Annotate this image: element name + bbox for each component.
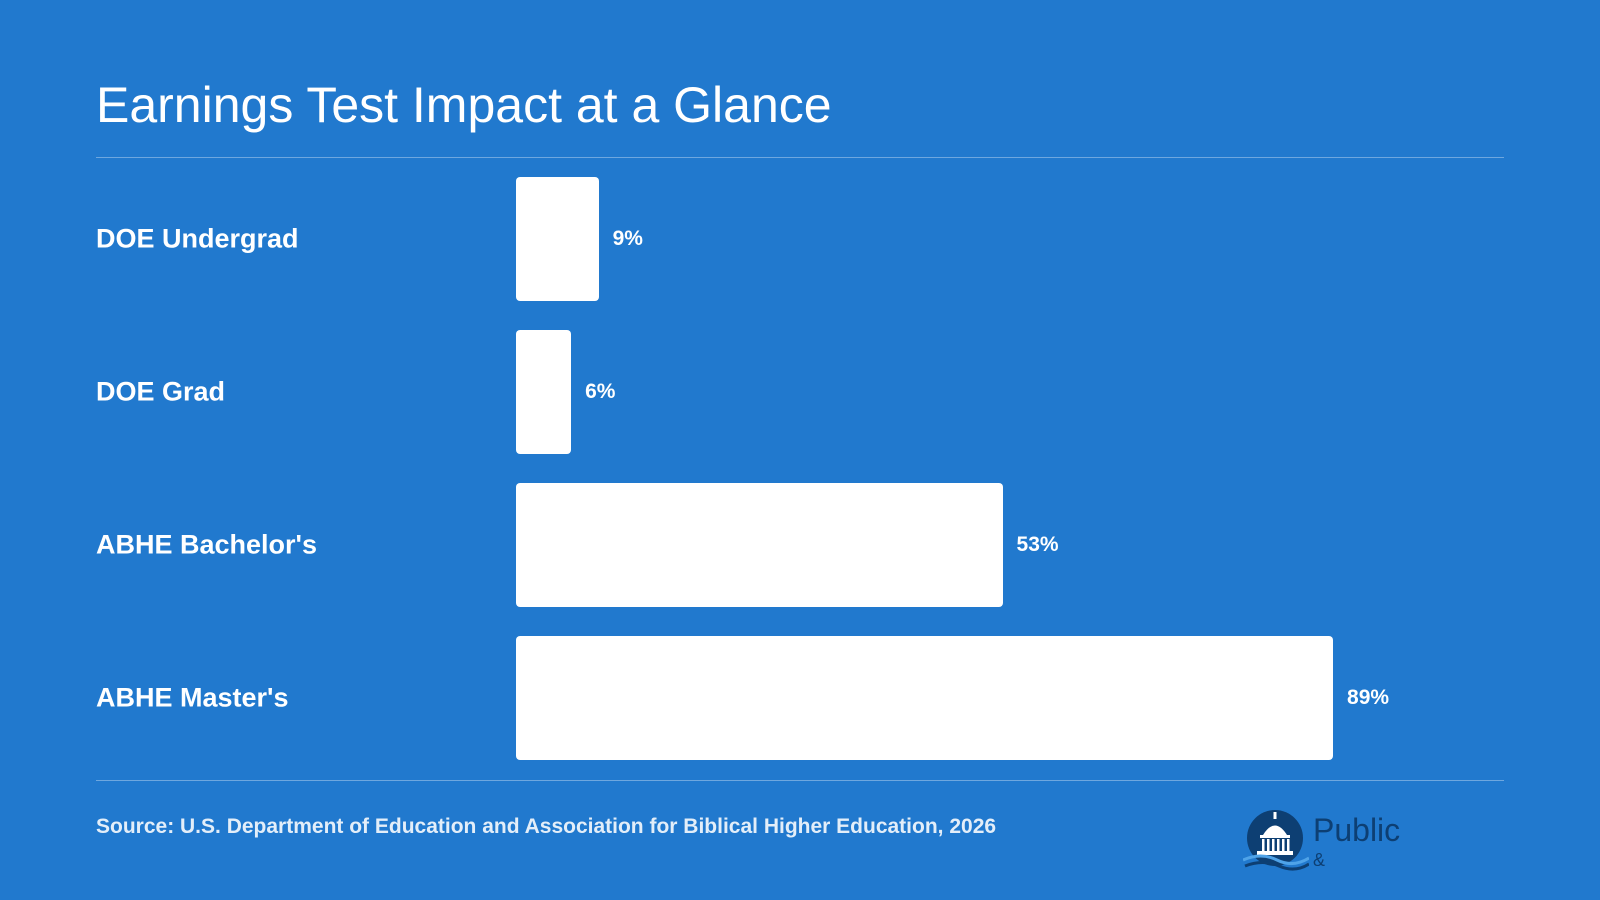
category-label: ABHE Bachelor's [96, 529, 317, 560]
top-divider [96, 157, 1504, 158]
logo-wordmark: Public [1313, 812, 1401, 848]
bottom-divider [96, 780, 1504, 781]
data-label: 89% [1347, 686, 1390, 709]
bar [516, 483, 1003, 607]
data-label: 53% [1016, 533, 1059, 556]
category-label: DOE Grad [96, 376, 226, 407]
logo-ampersand: & [1313, 850, 1326, 870]
category-label: ABHE Master's [96, 682, 289, 713]
logo: Public & [1243, 808, 1503, 876]
bar [516, 636, 1334, 760]
category-label: DOE Undergrad [96, 223, 299, 254]
source-note: Source: U.S. Department of Education and… [96, 815, 997, 838]
capitol-dome-icon [1243, 810, 1309, 871]
chart-title: Earnings Test Impact at a Glance [96, 77, 832, 133]
logo-tagline: & [1313, 850, 1325, 871]
data-label: 6% [585, 380, 616, 403]
bar [516, 177, 599, 301]
data-label: 9% [612, 227, 643, 250]
bar [516, 330, 572, 454]
